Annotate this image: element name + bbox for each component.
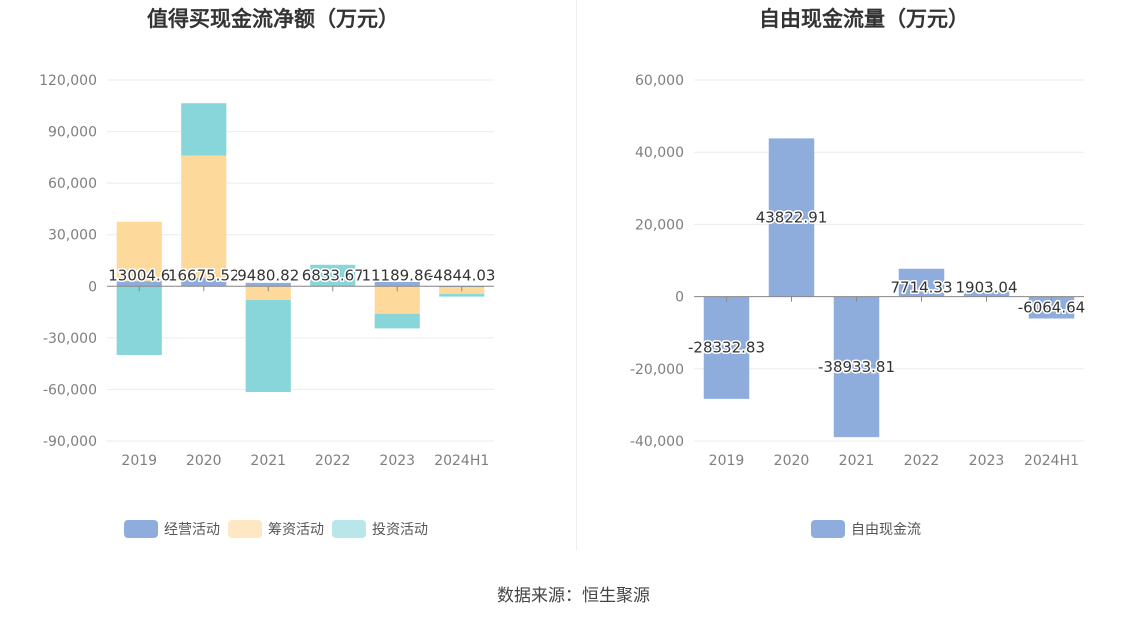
x-tick-label: 2022 <box>904 453 940 469</box>
y-tick-label: 90,000 <box>48 125 97 141</box>
legend-item: 筹资活动 <box>228 520 324 538</box>
legend-item: 投资活动 <box>332 520 428 538</box>
data-label: -28332.83 <box>688 339 765 357</box>
free-cashflow-chart: 自由现金流量（万元） 60,000 40,000 20,000 0 -20,000 -40,… <box>630 7 1087 538</box>
bar-投资活动 <box>116 286 162 356</box>
x-tick-label: 2022 <box>315 453 351 469</box>
legend-item: 自由现金流 <box>811 520 921 538</box>
legend-label: 自由现金流 <box>851 522 921 538</box>
data-label: -6064.64 <box>1018 299 1085 317</box>
y-tick-label: 120,000 <box>39 73 97 89</box>
y-tick-label: -90,000 <box>43 434 97 450</box>
y-tick-label: -60,000 <box>43 382 97 398</box>
bar-投资活动 <box>181 103 227 156</box>
x-tick-label: 2020 <box>774 453 810 469</box>
x-tick-label: 2024H1 <box>1024 453 1079 469</box>
data-label: 13004.6 <box>108 266 170 284</box>
bar-自由现金流 <box>703 296 750 399</box>
y-tick-label: 0 <box>675 290 684 306</box>
data-label: 1903.04 <box>955 279 1017 297</box>
y-tick-label: -40,000 <box>630 434 684 450</box>
x-tick-label: 2020 <box>186 453 222 469</box>
bar-经营活动 <box>374 281 420 287</box>
bar-自由现金流 <box>963 289 1010 297</box>
x-tick-label: 2024H1 <box>434 453 489 469</box>
bar-筹资活动 <box>181 155 227 278</box>
y-tick-label: 30,000 <box>48 228 97 244</box>
x-tick-label: 2021 <box>839 453 875 469</box>
x-tick-label: 2021 <box>250 453 286 469</box>
legend-swatch <box>332 520 366 538</box>
legend-label: 投资活动 <box>372 522 428 538</box>
data-label: -4844.03 <box>428 266 495 284</box>
data-label: -38933.81 <box>818 358 895 376</box>
y-tick-label: -30,000 <box>43 331 97 347</box>
bar-自由现金流 <box>833 296 880 438</box>
bar-经营活动 <box>116 281 162 287</box>
legend-label: 筹资活动 <box>268 521 324 538</box>
cashflow-net-chart: 值得买现金流净额（万元） 120,000 90,000 60,000 30,000 0 -3… <box>39 7 497 538</box>
data-source: 数据来源：恒生聚源 <box>497 586 650 606</box>
bar-投资活动 <box>374 313 420 329</box>
chart-divider <box>576 0 577 550</box>
bar-筹资活动 <box>245 286 291 301</box>
legend-swatch <box>811 520 845 538</box>
x-tick-label: 2019 <box>709 453 745 469</box>
data-label: 7714.33 <box>890 279 952 297</box>
bar-经营活动 <box>245 282 291 287</box>
data-label: 43822.91 <box>756 208 828 226</box>
legend-item: 经营活动 <box>124 520 220 538</box>
bar-投资活动 <box>310 264 356 286</box>
data-label: 11189.86 <box>361 266 433 284</box>
y-tick-label: 0 <box>88 279 97 295</box>
x-tick-label: 2019 <box>121 453 157 469</box>
bar-自由现金流 <box>1028 296 1075 319</box>
bar-投资活动 <box>439 294 485 297</box>
data-label: 6833.67 <box>302 266 364 284</box>
x-tick-label: 2023 <box>379 453 415 469</box>
chart-title: 值得买现金流净额（万元） <box>147 7 399 31</box>
bar-自由现金流 <box>898 268 945 297</box>
bar-筹资活动 <box>116 221 162 282</box>
y-tick-label: 60,000 <box>635 73 684 89</box>
data-label: 9480.82 <box>237 266 299 284</box>
bar-经营活动 <box>181 277 227 287</box>
x-tick-label: 2023 <box>969 453 1005 469</box>
bar-投资活动 <box>245 300 291 393</box>
bar-自由现金流 <box>768 138 815 297</box>
y-tick-label: 20,000 <box>635 217 684 233</box>
y-tick-label: -20,000 <box>630 362 684 378</box>
data-label: 16675.52 <box>168 266 240 284</box>
chart-title: 自由现金流量（万元） <box>759 7 969 31</box>
legend-label: 经营活动 <box>164 522 220 538</box>
y-tick-label: 60,000 <box>48 176 97 192</box>
legend-swatch <box>124 520 158 538</box>
legend-swatch <box>228 520 262 538</box>
y-tick-label: 40,000 <box>635 145 684 161</box>
